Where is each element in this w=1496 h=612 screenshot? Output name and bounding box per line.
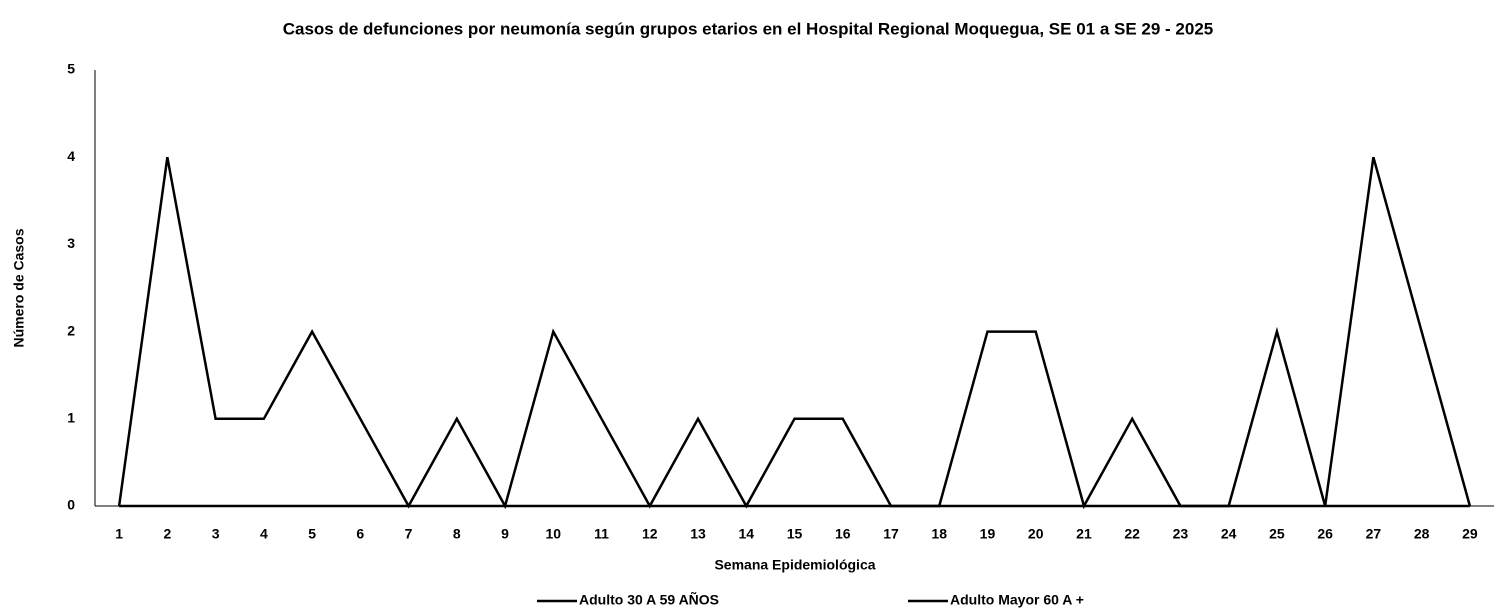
x-tick-label: 22	[1124, 526, 1140, 542]
x-tick-label: 6	[356, 526, 364, 542]
x-tick-label: 19	[980, 526, 996, 542]
x-tick-label: 18	[931, 526, 947, 542]
chart-title: Casos de defunciones por neumonía según …	[283, 19, 1214, 38]
x-tick-label: 10	[546, 526, 562, 542]
x-tick-label: 27	[1366, 526, 1382, 542]
y-tick-label: 4	[67, 148, 75, 164]
x-tick-label: 5	[308, 526, 316, 542]
legend-label: Adulto Mayor 60 A +	[950, 592, 1084, 608]
x-tick-label: 1	[115, 526, 123, 542]
x-tick-label: 20	[1028, 526, 1044, 542]
x-tick-label: 25	[1269, 526, 1285, 542]
x-tick-label: 21	[1076, 526, 1092, 542]
x-tick-label: 13	[690, 526, 706, 542]
x-tick-label: 15	[787, 526, 803, 542]
x-tick-label: 24	[1221, 526, 1237, 542]
x-tick-label: 3	[212, 526, 220, 542]
y-tick-label: 5	[67, 61, 75, 77]
series-line	[117, 156, 1472, 510]
y-axis-title: Número de Casos	[11, 228, 27, 347]
y-tick-label: 0	[67, 497, 75, 513]
x-axis-title: Semana Epidemiológica	[714, 557, 875, 573]
x-tick-label: 14	[738, 526, 754, 542]
x-tick-label: 8	[453, 526, 461, 542]
x-tick-label: 26	[1317, 526, 1333, 542]
x-tick-label: 7	[405, 526, 413, 542]
legend-label: Adulto 30 A 59 AÑOS	[579, 591, 719, 608]
x-tick-label: 9	[501, 526, 509, 542]
x-tick-label: 17	[883, 526, 899, 542]
x-tick-label: 2	[163, 526, 171, 542]
x-tick-label: 29	[1462, 526, 1478, 542]
y-tick-label: 1	[67, 410, 75, 426]
y-tick-label: 3	[67, 235, 75, 251]
x-tick-label: 28	[1414, 526, 1430, 542]
x-tick-label: 16	[835, 526, 851, 542]
x-tick-label: 23	[1173, 526, 1189, 542]
y-tick-label: 2	[67, 322, 75, 338]
x-tick-label: 12	[642, 526, 658, 542]
x-tick-label: 11	[594, 526, 609, 542]
x-tick-label: 4	[260, 526, 268, 542]
